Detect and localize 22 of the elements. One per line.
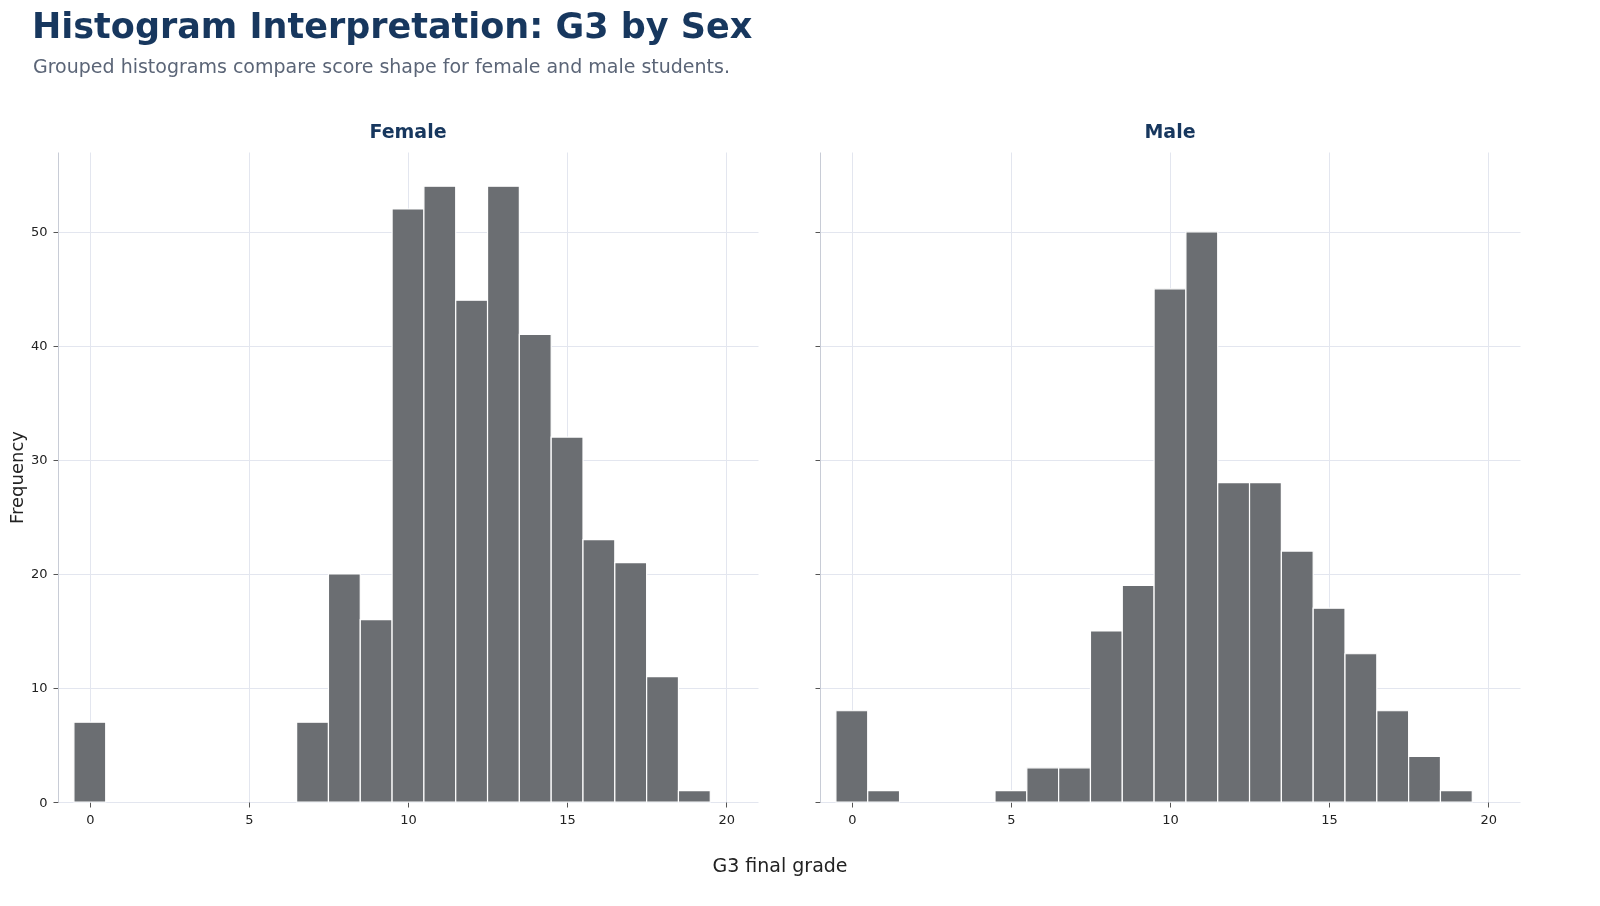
text: Histogram Interpretation: G3 by Sex — [32, 6, 753, 46]
x-tick-label: 10 — [1162, 811, 1179, 827]
y-tick-label: 30 — [30, 452, 48, 468]
x-tick-label: 15 — [559, 811, 576, 827]
x-axis-title: G3 final grade — [711, 854, 849, 876]
x-tick-label: 20 — [1480, 811, 1497, 827]
text: Grouped histograms compare score shape for female and male students. — [33, 55, 730, 77]
x-tick-label: 5 — [245, 811, 254, 827]
x-tick-label: 5 — [1007, 811, 1016, 827]
x-tick-label: 15 — [1321, 811, 1338, 827]
y-tick-label: 20 — [30, 566, 48, 582]
y-tick-label: 0 — [39, 794, 48, 810]
x-tick-label: 20 — [718, 811, 735, 827]
y-tick-label: 10 — [30, 680, 48, 696]
y-tick-label: 40 — [30, 338, 48, 354]
y-tick-label: 50 — [30, 224, 48, 240]
chart-title: Female — [369, 120, 447, 142]
x-tick-label: 0 — [848, 811, 857, 827]
x-tick-label: 0 — [86, 811, 95, 827]
chart-title: Male — [1144, 120, 1196, 142]
y-axis-title: Frequency — [5, 430, 27, 524]
x-tick-label: 10 — [400, 811, 417, 827]
